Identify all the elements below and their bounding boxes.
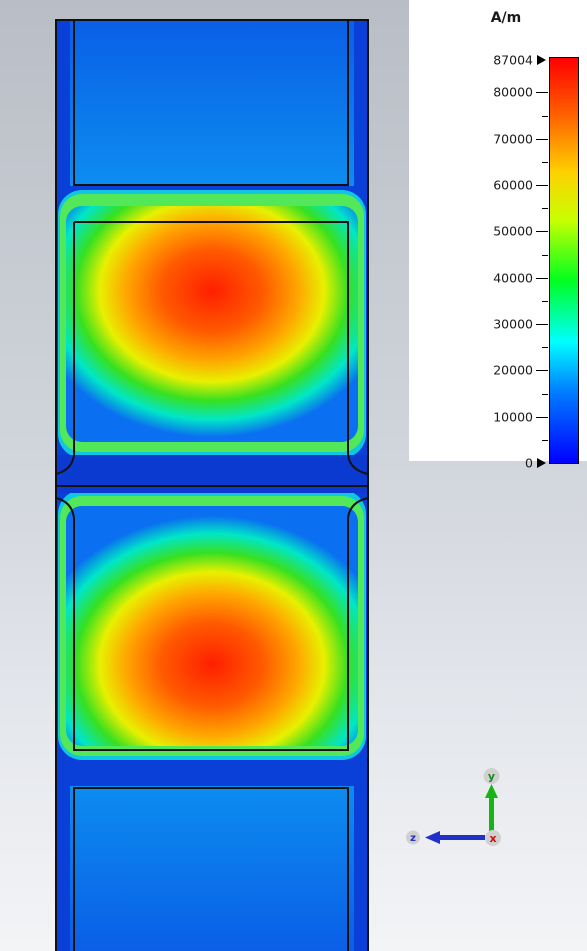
legend-major-tick [536,231,548,232]
legend-minor-tick [542,208,548,209]
legend-minor-tick [542,347,548,348]
legend-min-arrow-icon [537,458,546,468]
legend-minor-tick [542,394,548,395]
legend-minor-tick [542,440,548,441]
legend-tick-label: 40000 [493,270,533,286]
legend-color-bar [549,57,579,464]
geometry-outline [55,19,369,951]
legend-minor-tick [542,116,548,117]
legend-max-arrow-icon [537,55,546,65]
legend-major-tick [536,139,548,140]
legend-major-tick [536,278,548,279]
y-axis-arrow-icon [483,768,500,840]
legend-max-label: 87004 [493,52,533,68]
legend-tick-label: 50000 [493,223,533,239]
x-axis-marker-icon [485,830,501,846]
z-axis-label: z [410,833,416,844]
axis-triad[interactable]: y x z [405,762,517,852]
legend-major-tick [536,92,548,93]
legend-min-label: 0 [525,455,533,471]
legend-tick-label: 10000 [493,409,533,425]
legend-major-tick [536,417,548,418]
legend-tick-label: 30000 [493,316,533,332]
legend-tick-label: 70000 [493,131,533,147]
legend-minor-tick [542,162,548,163]
legend-minor-tick [542,255,548,256]
legend-tick-label: 60000 [493,177,533,193]
field-strip [56,20,368,951]
legend-tick-label: 80000 [493,84,533,100]
legend-major-tick [536,370,548,371]
legend-minor-tick [542,301,548,302]
legend-tick-label: 20000 [493,362,533,378]
y-axis-label: y [488,770,495,783]
x-axis-label: x [489,832,496,845]
z-axis-arrow-icon [406,830,485,845]
legend-unit-label: A/m [490,10,522,26]
legend-major-tick [536,185,548,186]
legend-major-tick [536,324,548,325]
